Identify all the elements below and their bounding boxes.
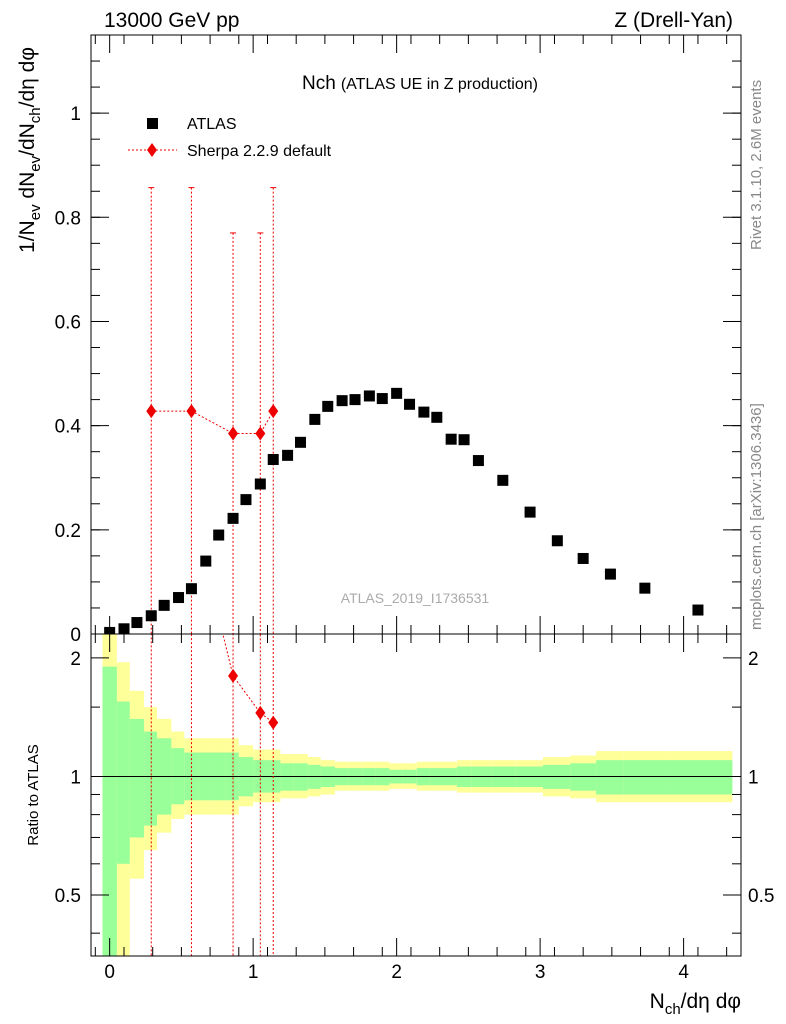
- ratio-inner-band: [623, 760, 665, 795]
- atlas-data-point: [240, 494, 252, 506]
- atlas-data-point: [336, 395, 348, 407]
- x-tick-label: 3: [535, 962, 546, 983]
- atlas-data-point: [173, 592, 185, 604]
- ratio-y-tick-label: 1: [70, 767, 81, 788]
- atlas-data-point: [200, 555, 212, 567]
- sherpa-point: [268, 404, 279, 419]
- ratio-sherpa-point: [255, 705, 266, 720]
- sherpa-point: [228, 426, 239, 441]
- ratio-y-tick-label-right: 1: [748, 767, 759, 788]
- ratio-inner-band: [596, 760, 624, 795]
- ratio-panel: 0.5 0.5 1 1 2 2 0 1 2 3 4 Ratio to ATLAS: [25, 633, 774, 983]
- atlas-data-point: [282, 449, 294, 461]
- ratio-inner-band: [116, 701, 130, 864]
- atlas-data-point: [349, 394, 361, 406]
- atlas-data-point: [604, 568, 616, 580]
- atlas-data-point: [497, 474, 509, 486]
- main-subtitle-text: (ATLAS UE in Z production): [341, 76, 538, 93]
- x-tick-label: 1: [248, 962, 259, 983]
- main-panel: 0 0.2 0.4 0.6 0.8 1 Nch (ATLAS UE in Z product…: [16, 34, 742, 646]
- atlas-data-point: [267, 454, 279, 466]
- ratio-sherpa-point: [228, 668, 239, 683]
- sherpa-point: [255, 426, 266, 441]
- atlas-data-point: [213, 529, 225, 541]
- atlas-data-point: [227, 512, 239, 524]
- source-label: mcplots.cern.ch [arXiv:1306.3436]: [748, 403, 765, 630]
- sherpa-line: [151, 410, 274, 434]
- ratio-inner-band: [280, 763, 294, 791]
- sherpa-point: [186, 404, 197, 419]
- main-title: Nch (ATLAS UE in Z production): [302, 73, 538, 94]
- atlas-data-point: [391, 387, 403, 399]
- x-tick-label: 0: [104, 962, 115, 983]
- sherpa-point: [146, 404, 157, 419]
- atlas-data-point: [524, 506, 536, 518]
- atlas-data-point: [376, 393, 388, 405]
- legend-sherpa-label: Sherpa 2.2.9 default: [187, 143, 332, 160]
- atlas-data-point: [185, 583, 197, 595]
- main-y-tick-label: 0: [70, 625, 81, 646]
- x-tick-label: 2: [391, 962, 402, 983]
- main-y-tick-label: 1: [70, 104, 81, 125]
- main-y-tick-label: 0.6: [55, 312, 81, 333]
- main-title-text: Nch: [302, 73, 336, 94]
- ratio-inner-band: [102, 666, 117, 956]
- ratio-inner-band: [570, 763, 597, 791]
- atlas-data-point: [551, 535, 563, 547]
- ratio-sherpa-line: [222, 634, 274, 724]
- ratio-sherpa-point: [268, 715, 279, 730]
- main-y-tick-label: 0.4: [55, 417, 82, 438]
- atlas-data-point: [692, 604, 704, 616]
- ratio-inner-band: [664, 760, 733, 795]
- ratio-inner-band: [129, 718, 145, 838]
- rivet-version-label: Rivet 3.1.10, 2.6M events: [748, 80, 765, 250]
- main-y-tick-label: 0.2: [55, 521, 81, 542]
- ratio-y-tick-label: 2: [70, 649, 81, 670]
- legend-atlas-label: ATLAS: [187, 116, 237, 133]
- ratio-inner-band: [144, 731, 158, 826]
- atlas-data-point: [577, 552, 589, 564]
- atlas-data-point: [418, 406, 430, 418]
- atlas-data-point: [131, 617, 143, 629]
- ratio-y-tick-label-right: 2: [748, 649, 759, 670]
- atlas-data-point: [472, 455, 484, 467]
- legend-atlas-marker: [147, 118, 158, 129]
- atlas-data-point: [309, 413, 321, 425]
- ratio-frame: [90, 633, 742, 957]
- ratio-plot-area: [91, 634, 741, 956]
- header-energy-label: 13000 GeV pp: [104, 9, 239, 32]
- analysis-watermark: ATLAS_2019_I1736531: [341, 590, 490, 606]
- main-ylabel: 1/Nev dNev/dNch/dη dφ: [16, 47, 44, 253]
- atlas-data-point: [145, 610, 157, 622]
- main-y-tick-label: 0.8: [55, 208, 81, 229]
- main-axes: 0 0.2 0.4 0.6 0.8 1: [55, 35, 741, 646]
- atlas-data-point: [431, 411, 443, 423]
- x-tick-label: 4: [678, 962, 689, 983]
- atlas-data-point: [363, 390, 375, 402]
- atlas-data-point: [458, 434, 470, 446]
- legend-sherpa-marker: [147, 143, 157, 157]
- atlas-data-point: [158, 599, 170, 611]
- ratio-y-tick-label-right: 0.5: [748, 886, 774, 907]
- atlas-data-point: [445, 433, 457, 445]
- atlas-data-point: [404, 398, 416, 410]
- atlas-data-point: [254, 478, 266, 490]
- ratio-y-tick-label: 0.5: [55, 886, 81, 907]
- ratio-axes: 0.5 0.5 1 1 2 2 0 1 2 3 4: [55, 634, 774, 983]
- legend: ATLAS Sherpa 2.2.9 default: [128, 116, 332, 160]
- atlas-data-point: [294, 436, 306, 448]
- x-axis-label: Nch/dη dφ: [650, 990, 741, 1018]
- header-process-label: Z (Drell-Yan): [614, 9, 733, 32]
- atlas-data-point: [322, 400, 334, 412]
- ratio-ylabel: Ratio to ATLAS: [25, 744, 42, 845]
- main-plot-area: [104, 187, 704, 634]
- atlas-data-point: [639, 582, 651, 594]
- ratio-inner-band: [293, 763, 308, 791]
